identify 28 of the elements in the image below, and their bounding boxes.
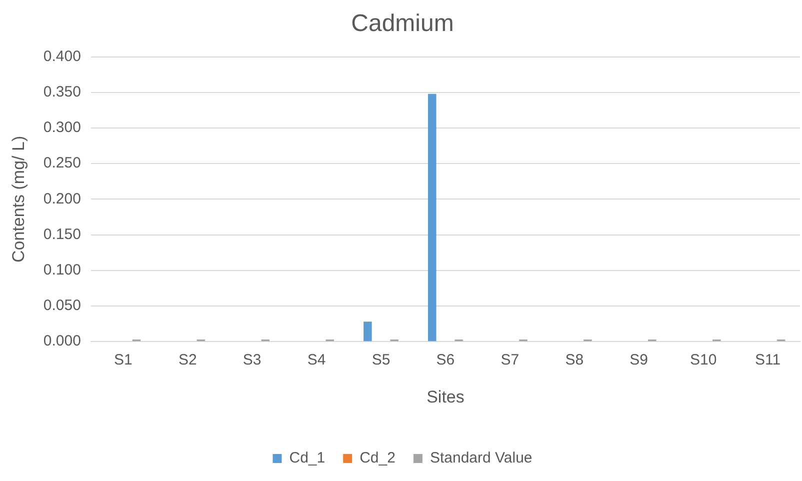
y-tick-label: 0.050 xyxy=(43,297,81,314)
y-tick-label: 0.400 xyxy=(43,48,81,65)
bar xyxy=(364,322,372,342)
legend-label: Standard Value xyxy=(430,450,532,467)
x-tick-label: S1 xyxy=(114,352,132,369)
y-tick-label: 0.150 xyxy=(43,226,81,243)
x-tick-label: S8 xyxy=(565,352,584,369)
y-tick-label: 0.300 xyxy=(43,119,81,136)
x-tick-label: S6 xyxy=(436,352,455,369)
x-tick-label: S3 xyxy=(242,352,262,369)
x-tick-label: S4 xyxy=(307,352,326,369)
y-tick-label: 0.000 xyxy=(43,332,81,350)
y-tick-label: 0.250 xyxy=(43,154,81,172)
y-axis-title: Contents (mg/ L) xyxy=(8,136,28,263)
y-tick-label: 0.350 xyxy=(43,84,81,101)
x-tick-label: S7 xyxy=(500,352,520,369)
x-tick-label: S10 xyxy=(690,352,717,369)
x-tick-label: S9 xyxy=(630,352,648,369)
x-tick-label: S5 xyxy=(372,352,390,369)
x-tick-label: S11 xyxy=(754,352,781,369)
x-tick-label: S2 xyxy=(178,352,197,369)
chart-title: Cadmium xyxy=(351,10,454,38)
x-axis-title: Sites xyxy=(426,387,464,406)
y-tick-label: 0.100 xyxy=(43,262,81,279)
legend-label: Cd_2 xyxy=(360,450,396,467)
y-tick-label: 0.200 xyxy=(43,190,81,208)
legend-label: Cd_1 xyxy=(289,450,326,467)
bar xyxy=(428,94,436,342)
